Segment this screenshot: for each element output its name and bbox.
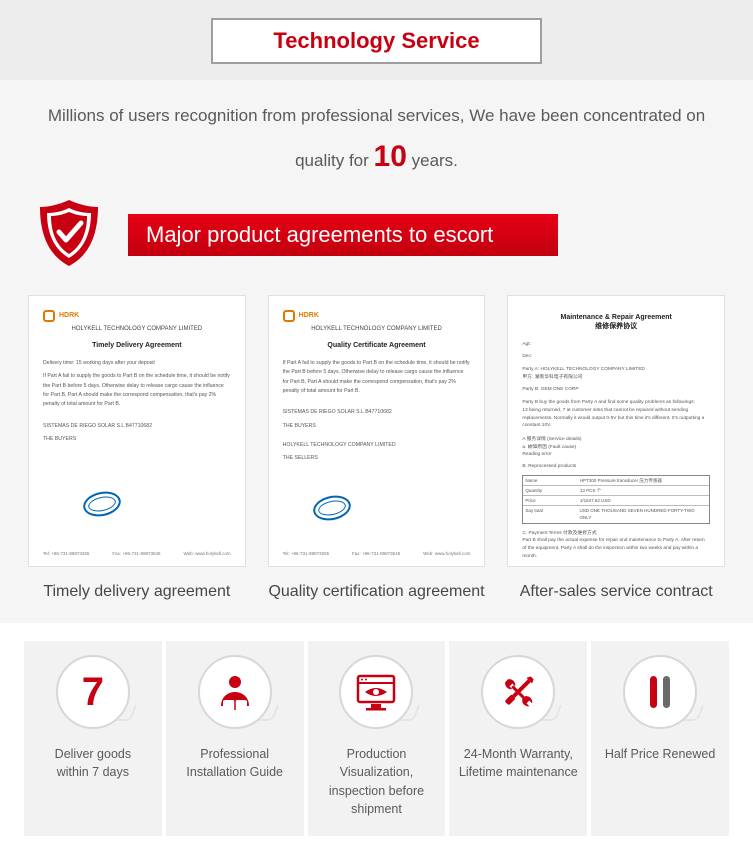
feature-label: Deliver goods within 7 days <box>55 745 131 781</box>
feature-label: 24-Month Warranty, Lifetime maintenance <box>457 745 579 781</box>
doc-logo-text: HDRK <box>299 312 319 319</box>
document-card: HDRK HOLYKELL TECHNOLOGY COMPANY LIMITED… <box>268 295 486 567</box>
eye-screen-icon <box>339 655 413 729</box>
document-card: HDRK HOLYKELL TECHNOLOGY COMPANY LIMITED… <box>28 295 246 567</box>
banner: Major product agreements to escort <box>128 214 558 256</box>
tools-icon <box>481 655 555 729</box>
doc-footer: Tel: +86-731-89873265 Fax: +86-731-89873… <box>283 551 471 556</box>
doc-title: Quality Certificate Agreement <box>283 342 471 349</box>
document-card: Maintenance & Repair Agreement 维修保养协议 Ag… <box>507 295 725 567</box>
doc-body: If Part A fail to supply the goods to Pa… <box>283 359 471 464</box>
doc-caption: Quality certification agreement <box>268 581 486 603</box>
doc-company: HOLYKELL TECHNOLOGY COMPANY LIMITED <box>283 326 471 332</box>
feature-label: Half Price Renewed <box>605 745 715 763</box>
doc-footer: Tel: +86-731-89873265 Fax: +86-731-89873… <box>43 551 231 556</box>
reader-icon <box>198 655 272 729</box>
stamp-icon <box>311 492 353 523</box>
feature-card: 7 Deliver goods within 7 days <box>24 641 166 836</box>
intro-section: Millions of users recognition from profe… <box>0 80 753 196</box>
doc-logo-row: HDRK <box>43 310 231 322</box>
features-row: 7 Deliver goods within 7 days Profession… <box>0 623 753 862</box>
banner-row: Major product agreements to escort <box>0 196 753 289</box>
intro-suffix: years. <box>407 151 458 170</box>
doc-company: HOLYKELL TECHNOLOGY COMPANY LIMITED <box>43 326 231 332</box>
doc-logo-icon <box>283 310 295 322</box>
feature-card: 24-Month Warranty, Lifetime maintenance <box>449 641 591 836</box>
bars-icon <box>623 655 697 729</box>
doc-logo-row: HDRK <box>283 310 471 322</box>
doc-caption: Timely delivery agreement <box>28 581 246 603</box>
doc-body: Agt: Dec: Party A: HOLYKELL TECHNOLOGY C… <box>522 341 710 560</box>
seven-icon: 7 <box>56 655 130 729</box>
doc-body: Delivery time: 15 working days after you… <box>43 359 231 445</box>
doc-table: NameHPT300 Pressure transducer 压力传感器 Qua… <box>522 475 710 524</box>
doc-caption: After-sales service contract <box>507 581 725 603</box>
feature-card: Half Price Renewed <box>591 641 729 836</box>
feature-label: Production Visualization, inspection bef… <box>316 745 438 818</box>
doc-logo-text: HDRK <box>59 312 79 319</box>
stamp-icon <box>81 488 123 519</box>
feature-card: Production Visualization, inspection bef… <box>308 641 450 836</box>
shield-icon <box>30 196 108 275</box>
banner-text: Major product agreements to escort <box>146 222 493 247</box>
header-title: Technology Service <box>273 28 479 53</box>
doc-logo-icon <box>43 310 55 322</box>
documents-row: HDRK HOLYKELL TECHNOLOGY COMPANY LIMITED… <box>0 289 753 567</box>
header-band: Technology Service <box>0 0 753 80</box>
captions-row: Timely delivery agreement Quality certif… <box>0 567 753 623</box>
intro-years: 10 <box>374 140 407 173</box>
feature-card: Professional Installation Guide <box>166 641 308 836</box>
feature-label: Professional Installation Guide <box>174 745 296 781</box>
doc-title: Maintenance & Repair Agreement 维修保养协议 <box>522 314 710 331</box>
header-title-box: Technology Service <box>211 18 541 64</box>
intro-text: Millions of users recognition from profe… <box>30 102 723 182</box>
doc-title: Timely Delivery Agreement <box>43 342 231 349</box>
